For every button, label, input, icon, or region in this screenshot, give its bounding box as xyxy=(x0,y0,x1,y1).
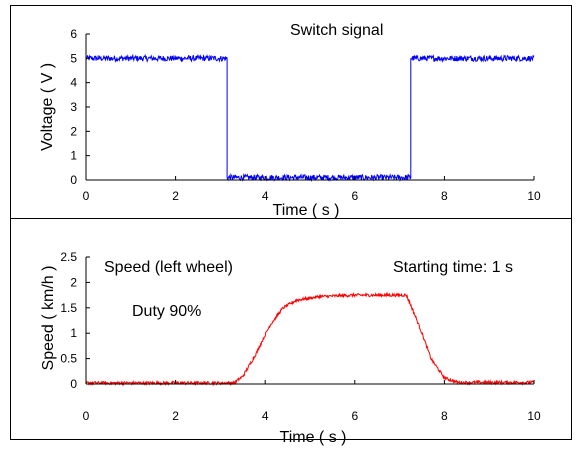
speed-y-axis-label: Speed ( km/h ) xyxy=(40,266,57,371)
voltage-y-tick-label: 3 xyxy=(70,100,77,114)
figure-border xyxy=(10,5,572,440)
voltage-chart-annotation: Switch signal xyxy=(290,22,383,39)
speed-x-tick-label: 0 xyxy=(83,409,90,423)
speed-x-tick-label: 6 xyxy=(351,409,358,423)
voltage-x-axis-label: Time ( s ) xyxy=(273,202,340,219)
voltage-y-tick-label: 6 xyxy=(70,27,77,41)
speed-plot-area xyxy=(85,291,535,387)
speed-x-ticks: 0 2 4 6 8 10 xyxy=(83,380,541,423)
voltage-x-tick-label: 0 xyxy=(83,189,90,203)
voltage-x-tick-label: 4 xyxy=(262,189,269,203)
speed-chart-annotation-wheel: Speed (left wheel) xyxy=(104,259,233,276)
voltage-x-tick-label: 2 xyxy=(172,189,179,203)
voltage-y-tick-label: 1 xyxy=(70,149,77,163)
voltage-y-tick-label: 4 xyxy=(70,76,77,90)
speed-y-tick-label: 0.5 xyxy=(60,352,77,366)
voltage-x-tick-label: 10 xyxy=(527,189,541,203)
voltage-x-ticks: 0 2 4 6 8 10 xyxy=(83,176,541,203)
voltage-x-tick-label: 8 xyxy=(441,189,448,203)
speed-chart-annotation-start-time: Starting time: 1 s xyxy=(393,259,513,276)
speed-y-tick-label: 2 xyxy=(70,275,77,289)
voltage-y-axis-label: Voltage ( V ) xyxy=(39,63,56,151)
speed-x-tick-label: 10 xyxy=(527,409,541,423)
voltage-y-tick-label: 5 xyxy=(70,51,77,65)
speed-y-tick-label: 1.5 xyxy=(60,301,77,315)
speed-x-tick-label: 8 xyxy=(441,409,448,423)
voltage-plot-area xyxy=(85,53,535,183)
speed-y-tick-label: 2.5 xyxy=(60,250,77,264)
speed-chart: 00.511.522.5 0 2 4 6 8 10 Speed (left wheel) … xyxy=(40,250,541,446)
speed-y-tick-label: 1 xyxy=(70,326,77,340)
speed-y-ticks: 0 0.5 1 1.5 2 2.5 xyxy=(60,250,90,391)
speed-y-tick-label: 0 xyxy=(70,377,77,391)
speed-chart-annotation-duty: Duty 90% xyxy=(132,303,201,320)
voltage-y-ticks: 0 1 2 3 4 5 6 xyxy=(70,27,90,187)
voltage-y-tick-label: 0 xyxy=(70,173,77,187)
voltage-x-tick-label: 6 xyxy=(351,189,358,203)
voltage-y-tick-label: 2 xyxy=(70,124,77,138)
voltage-chart: 0 1 2 3 4 5 6 0 2 4 6 8 10 Switch signal Time ( s )… xyxy=(39,22,541,219)
speed-x-axis-label: Time ( s ) xyxy=(280,429,347,446)
speed-series-line xyxy=(85,291,535,387)
speed-x-tick-label: 4 xyxy=(262,409,269,423)
voltage-series-line xyxy=(85,53,535,183)
speed-x-tick-label: 2 xyxy=(172,409,179,423)
